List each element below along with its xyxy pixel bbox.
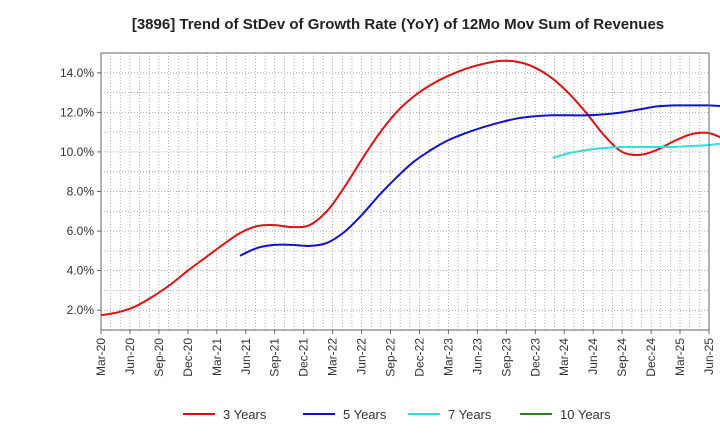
x-tick-label: Dec-22 xyxy=(413,338,427,377)
x-tick-label: Jun-25 xyxy=(702,338,716,375)
x-tick-label: Sep-22 xyxy=(384,338,398,377)
x-tick-label: Jun-21 xyxy=(239,338,253,375)
x-tick-label: Mar-25 xyxy=(673,338,687,376)
x-tick-label: Dec-23 xyxy=(528,338,542,377)
x-tick-label: Mar-24 xyxy=(557,338,571,376)
series-line-5-years xyxy=(239,104,720,257)
grid xyxy=(101,53,709,330)
x-tick-label: Sep-21 xyxy=(268,338,282,377)
legend-label: 5 Years xyxy=(343,407,387,422)
x-tick-label: Mar-23 xyxy=(441,338,455,376)
chart-title: [3896] Trend of StDev of Growth Rate (Yo… xyxy=(132,16,664,33)
legend: 3 Years 5 Years 7 Years 10 Years xyxy=(183,407,611,422)
x-tick-label: Jun-20 xyxy=(123,338,137,375)
x-tick-label: Dec-20 xyxy=(181,338,195,377)
x-tick-label: Jun-24 xyxy=(586,338,600,375)
x-tick-label: Mar-20 xyxy=(94,338,108,376)
y-tick-label: 2.0% xyxy=(67,303,95,317)
x-tick-label: Sep-24 xyxy=(615,338,629,377)
x-tick-label: Sep-20 xyxy=(152,338,166,377)
x-tick-label: Mar-21 xyxy=(210,338,224,376)
series-line-7-years xyxy=(552,142,720,159)
x-tick-label: Mar-22 xyxy=(326,338,340,376)
y-tick-label: 6.0% xyxy=(67,224,95,238)
x-axis-ticks: Mar-20 Jun-20 Sep-20 Dec-20 Mar-21 Jun-21 Sep-… xyxy=(94,330,716,377)
x-tick-label: Dec-24 xyxy=(644,338,658,377)
x-tick-label: Dec-21 xyxy=(297,338,311,377)
y-tick-label: 12.0% xyxy=(60,105,94,119)
legend-label: 3 Years xyxy=(223,407,267,422)
x-tick-label: Sep-23 xyxy=(499,338,513,377)
y-tick-label: 8.0% xyxy=(67,185,95,199)
series-lines xyxy=(100,59,720,317)
legend-label: 7 Years xyxy=(448,407,492,422)
y-tick-label: 10.0% xyxy=(60,145,94,159)
x-tick-label: Jun-23 xyxy=(470,338,484,375)
legend-label: 10 Years xyxy=(560,407,611,422)
y-tick-label: 4.0% xyxy=(67,264,95,278)
y-axis-ticks: 2.0% 4.0% 6.0% 8.0% 10.0% 12.0% 14.0% xyxy=(60,66,101,317)
series-line-3-years xyxy=(100,59,720,317)
x-tick-label: Jun-22 xyxy=(355,338,369,375)
y-tick-label: 14.0% xyxy=(60,66,94,80)
